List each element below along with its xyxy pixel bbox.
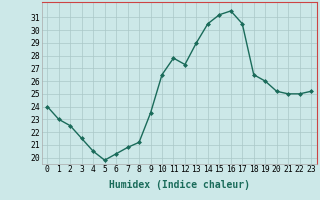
X-axis label: Humidex (Indice chaleur): Humidex (Indice chaleur) bbox=[109, 180, 250, 190]
